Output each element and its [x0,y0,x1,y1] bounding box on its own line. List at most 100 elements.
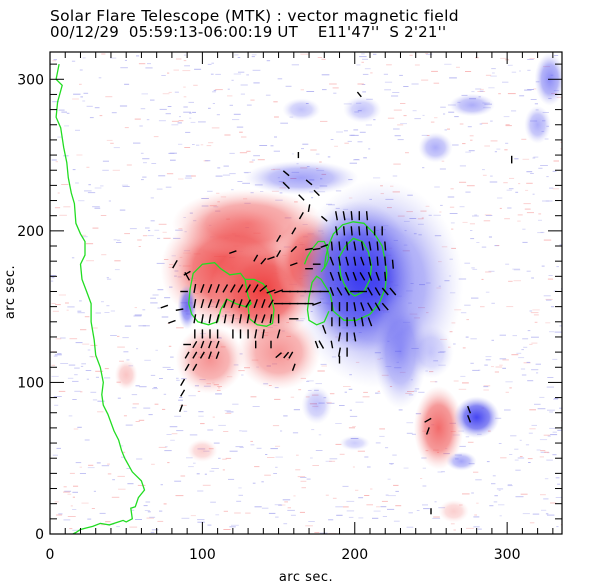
noise-speck [481,246,487,248]
noise-speck [469,135,474,137]
noise-speck [127,483,134,485]
polarity-region-positive-faint-sw [114,359,138,391]
noise-speck [81,236,88,238]
field-vector [276,234,282,243]
noise-speck [527,330,531,332]
noise-speck [552,358,558,360]
noise-speck [159,510,163,512]
observation-position: E11'47'' S 2'21'' [317,23,447,41]
polarity-region-negative-tail-se [373,295,428,409]
noise-speck [229,526,236,528]
field-vector [353,332,357,342]
noise-speck [242,182,250,184]
noise-speck [393,109,402,111]
noise-speck [361,53,365,55]
noise-speck [552,170,557,172]
noise-speck [86,105,93,107]
noise-speck [71,60,76,62]
noise-speck [540,451,547,453]
noise-speck [505,124,510,126]
noise-speck [153,387,157,389]
field-vector [215,314,220,324]
noise-speck [51,364,56,366]
noise-speck [476,242,480,243]
noise-speck [117,475,125,477]
noise-speck [321,74,330,76]
field-vector [376,241,379,251]
noise-speck [90,356,96,358]
noise-speck [239,446,244,448]
field-vector [239,314,242,324]
noise-speck [393,128,400,130]
noise-speck [175,495,184,497]
noise-speck [151,163,157,164]
noise-speck [433,516,440,518]
noise-speck [102,160,109,162]
field-vector [375,271,380,281]
noise-speck [85,370,92,371]
noise-speck [411,83,419,85]
noise-speck [216,114,220,116]
noise-speck [191,175,196,177]
noise-speck [162,366,171,368]
noise-speck [485,271,492,273]
noise-speck [90,391,97,393]
noise-speck [329,393,335,395]
noise-speck [505,381,513,383]
noise-speck [70,505,73,507]
noise-speck [321,365,327,367]
noise-speck [300,480,307,482]
noise-speck [185,131,191,133]
noise-speck [473,516,480,518]
field-vector [253,299,258,309]
field-vector [322,324,327,334]
field-vector [350,211,353,221]
noise-speck [450,188,454,190]
noise-speck [545,513,549,515]
noise-speck [150,197,154,199]
noise-speck [514,459,519,461]
noise-speck [543,239,552,241]
noise-speck [334,145,338,147]
field-vector [160,304,169,309]
noise-speck [150,220,155,222]
noise-speck [142,235,148,237]
noise-speck [54,404,59,406]
noise-speck [81,363,86,365]
noise-speck [117,335,120,337]
noise-speck [514,448,519,450]
noise-speck [499,207,502,209]
noise-speck [164,446,168,448]
noise-speck [73,428,79,430]
noise-speck [342,506,349,508]
noise-speck [471,297,479,299]
field-vector [192,351,198,359]
noise-speck [416,510,420,511]
noise-speck [224,134,231,136]
noise-speck [163,237,171,239]
noise-speck [515,469,521,471]
noise-speck [80,365,84,367]
noise-speck [84,439,90,441]
noise-speck [110,142,114,144]
noise-speck [194,68,202,70]
field-vector [381,287,389,296]
noise-speck [449,206,455,208]
noise-speck [499,334,506,336]
noise-speck [211,62,214,64]
noise-speck [61,111,67,113]
noise-speck [506,306,514,308]
field-vector [192,340,198,349]
noise-speck [150,374,156,376]
noise-speck [486,461,490,463]
noise-speck [491,68,496,70]
noise-speck [207,190,213,192]
noise-speck [188,395,196,397]
noise-speck [55,161,58,163]
noise-speck [85,243,94,245]
noise-speck [527,69,531,71]
noise-speck [124,127,129,129]
noise-speck [149,516,156,518]
noise-speck [232,403,239,405]
